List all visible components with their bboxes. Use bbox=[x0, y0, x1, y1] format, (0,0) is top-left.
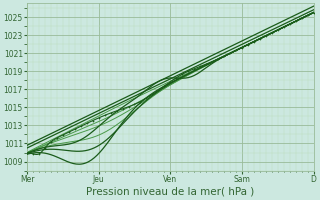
X-axis label: Pression niveau de la mer( hPa ): Pression niveau de la mer( hPa ) bbox=[86, 187, 254, 197]
